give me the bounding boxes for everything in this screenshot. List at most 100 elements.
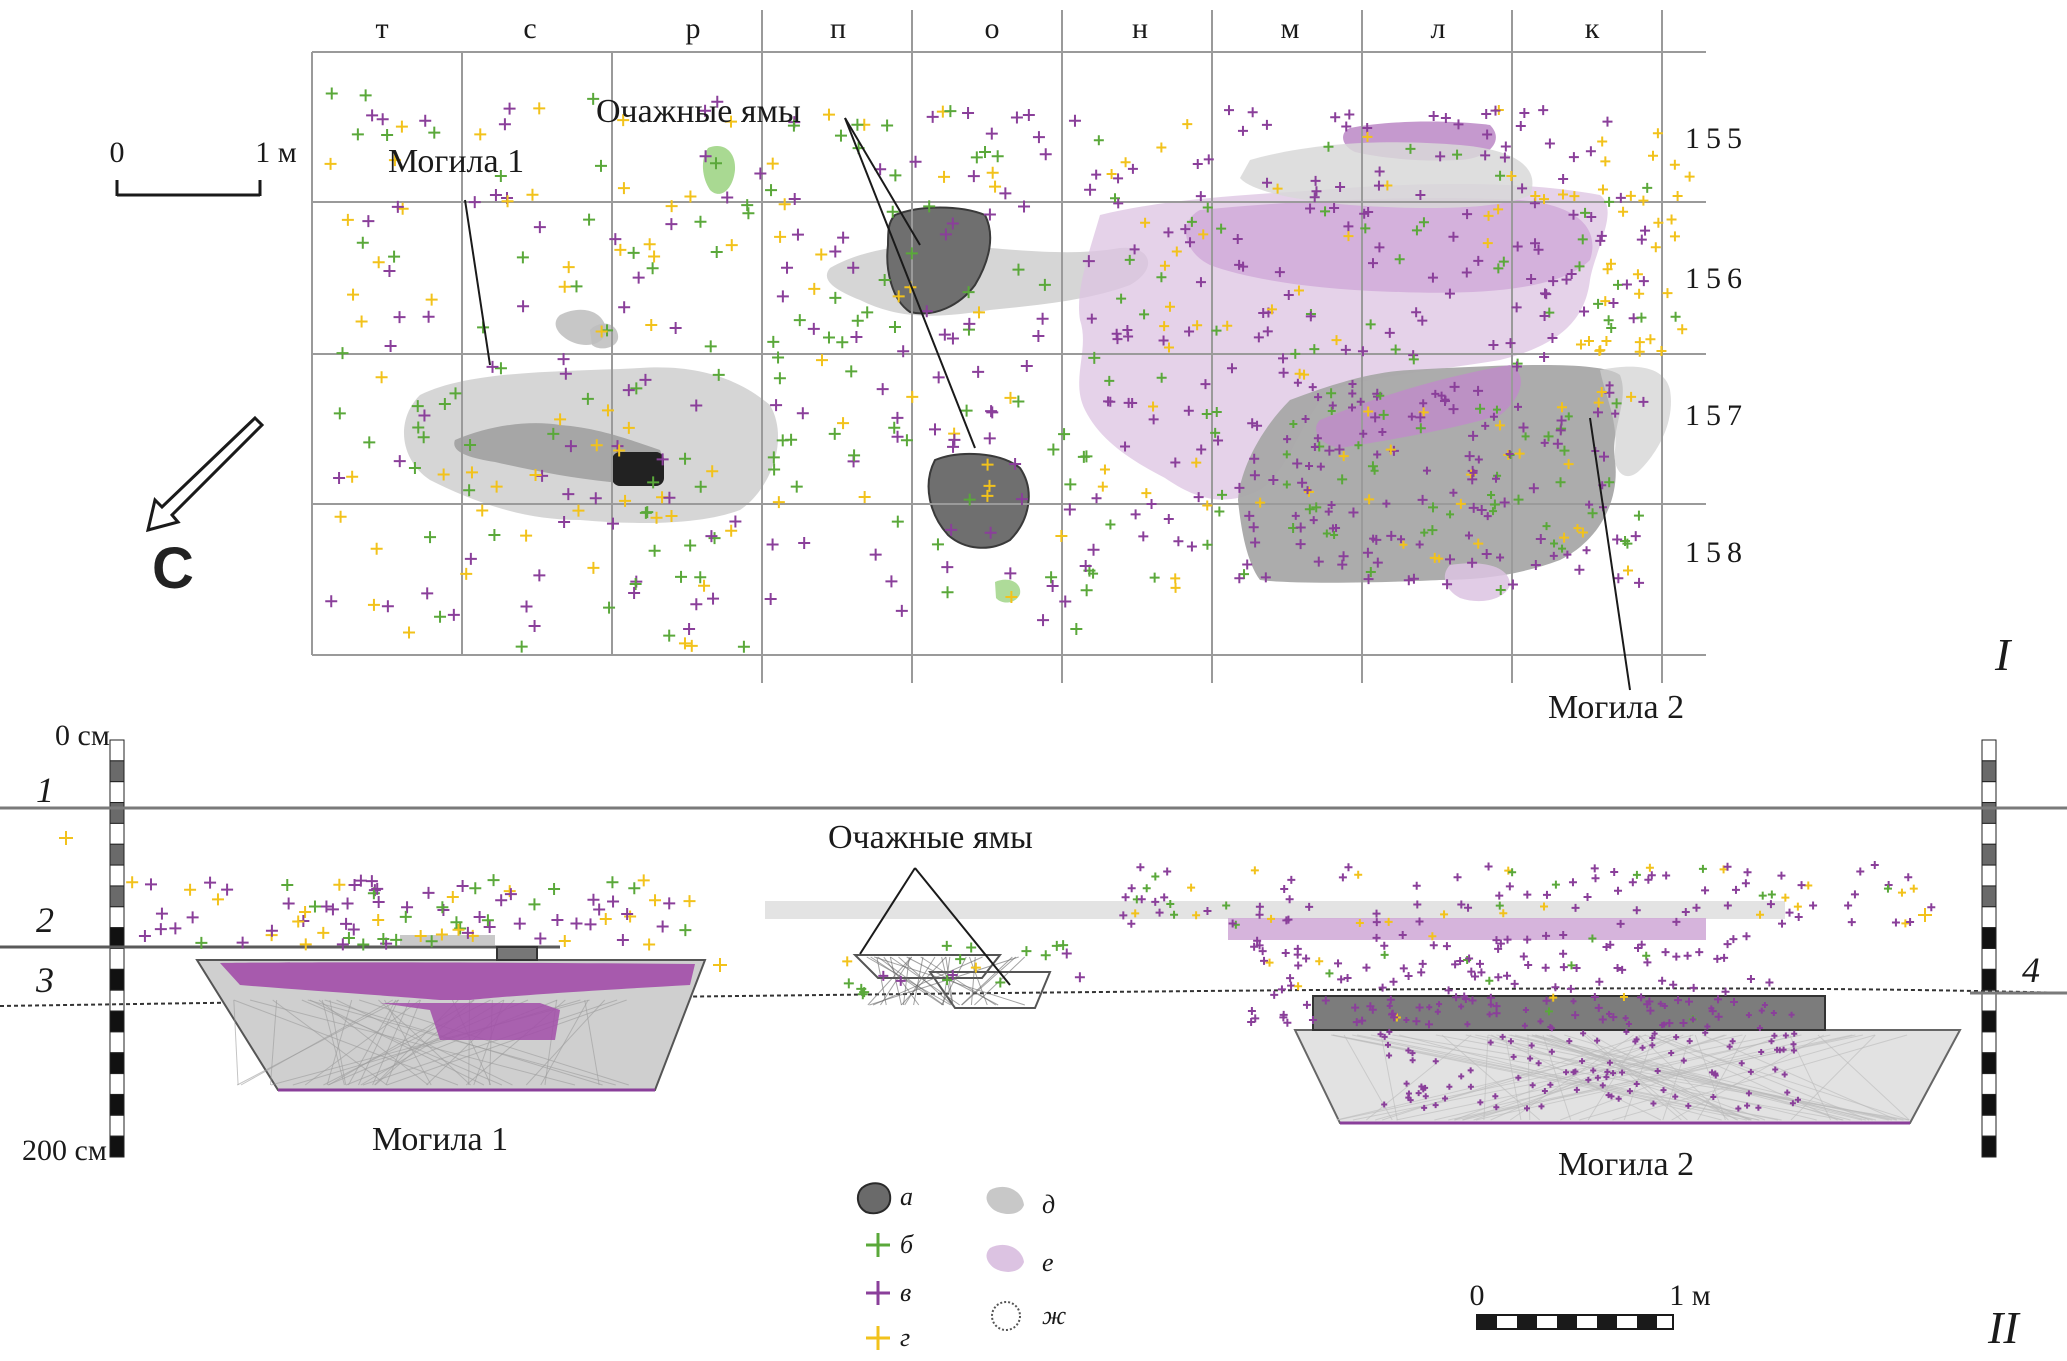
find-cross (534, 932, 547, 945)
find-cross (1397, 535, 1406, 544)
find-cross (1542, 522, 1551, 531)
find-cross (1448, 231, 1459, 242)
find-cross (1564, 412, 1573, 421)
find-cross (938, 170, 951, 183)
find-cross (1533, 244, 1544, 255)
find-cross (1686, 1038, 1693, 1045)
find-cross (1547, 1023, 1554, 1030)
find-cross (1182, 119, 1193, 130)
find-cross (1566, 984, 1575, 993)
find-cross (1559, 963, 1568, 972)
find-cross (372, 256, 385, 269)
find-cross (1467, 557, 1478, 568)
find-cross (464, 552, 477, 565)
find-cross (1519, 107, 1530, 118)
ruler-segment (109, 1073, 125, 1095)
find-cross (1213, 435, 1224, 446)
find-cross (1338, 451, 1349, 462)
find-cross (1856, 867, 1865, 876)
find-cross (1362, 131, 1373, 142)
find-cross (1151, 872, 1160, 881)
row-numbers: 155 156 157 158 (1685, 122, 1742, 569)
mesh-line (1583, 1034, 1682, 1121)
find-cross (1037, 614, 1050, 627)
find-cross (450, 916, 463, 929)
find-cross (1187, 883, 1196, 892)
find-cross (788, 193, 801, 206)
find-cross (1325, 969, 1334, 978)
find-cross (1185, 237, 1196, 248)
mesh-line (240, 999, 394, 1086)
find-cross (622, 421, 635, 434)
find-cross (1390, 344, 1401, 355)
section-panel: 0 см 200 см 1 2 3 4 (0, 719, 2067, 1353)
find-cross (1731, 885, 1740, 894)
find-cross (685, 639, 698, 652)
find-cross (408, 461, 421, 474)
find-cross (557, 353, 570, 366)
find-cross (1186, 216, 1197, 227)
find-cross (1415, 189, 1426, 200)
find-cross (1625, 190, 1636, 201)
find-cross (1550, 539, 1559, 548)
find-cross (1492, 1002, 1501, 1011)
find-cross (1593, 397, 1604, 408)
find-cross (1210, 427, 1221, 438)
find-cross (1374, 242, 1385, 253)
find-cross (1511, 361, 1522, 372)
find-cross (1609, 1013, 1618, 1022)
find-cross (393, 455, 406, 468)
find-cross (981, 458, 994, 471)
legend-item-b: б (866, 1230, 914, 1259)
find-cross (1158, 335, 1169, 346)
find-cross (764, 593, 777, 606)
ruler-segment (1981, 760, 1997, 783)
find-cross (774, 230, 787, 243)
find-cross (1359, 208, 1370, 219)
find-cross (1047, 443, 1060, 456)
find-cross (1495, 891, 1504, 900)
find-cross (1606, 1010, 1613, 1017)
find-cross (1556, 415, 1567, 426)
find-cross (1367, 461, 1378, 472)
ruler-segment (109, 802, 125, 824)
mesh-line (900, 956, 947, 1006)
find-cross (765, 184, 778, 197)
find-cross (363, 436, 376, 449)
find-cross (1744, 1102, 1751, 1109)
find-cross (1358, 1016, 1367, 1025)
find-cross (1870, 861, 1879, 870)
find-cross (488, 529, 501, 542)
find-cross (1771, 1032, 1778, 1039)
legend-item-zh: ж (991, 1301, 1066, 1331)
find-cross (1492, 1009, 1501, 1018)
find-cross (1080, 584, 1093, 597)
find-cross (1580, 207, 1591, 218)
find-cross (1496, 553, 1505, 562)
find-cross (438, 397, 451, 410)
find-cross (1743, 868, 1752, 877)
find-cross (1746, 974, 1755, 983)
scale-zero-label: 0 (110, 136, 125, 169)
find-cross (1476, 505, 1487, 516)
find-cross (1352, 1018, 1361, 1027)
find-cross (963, 317, 976, 330)
find-cross (1408, 354, 1419, 365)
find-cross (1217, 489, 1228, 500)
find-cross (1568, 152, 1579, 163)
find-cross (1794, 913, 1803, 922)
find-cross (1309, 344, 1320, 355)
find-cross (1385, 444, 1396, 455)
find-cross (665, 509, 678, 522)
find-cross (1470, 972, 1479, 981)
find-cross (858, 491, 871, 504)
find-cross (362, 215, 375, 228)
find-cross (1183, 405, 1194, 416)
find-cross (807, 322, 820, 335)
mesh-line (321, 999, 345, 1086)
find-cross (1491, 474, 1500, 483)
find-cross (1249, 453, 1260, 464)
find-cross (1061, 948, 1072, 959)
find-cross (1399, 964, 1408, 973)
find-cross (1449, 488, 1458, 497)
